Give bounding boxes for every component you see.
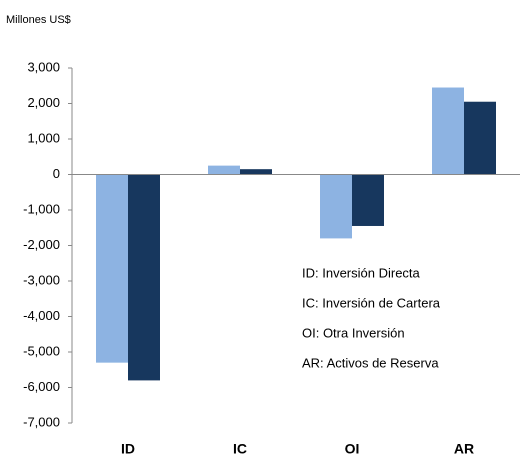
y-tick-label: -3,000 bbox=[23, 272, 60, 287]
annotation: AR: Activos de Reserva bbox=[302, 355, 439, 370]
y-tick-label: -7,000 bbox=[23, 414, 60, 429]
y-tick-label: 3,000 bbox=[27, 59, 60, 74]
bar bbox=[96, 174, 128, 363]
y-tick-label: 0 bbox=[53, 166, 60, 181]
bar bbox=[352, 174, 384, 226]
y-tick-label: -1,000 bbox=[23, 201, 60, 216]
bar bbox=[240, 169, 272, 175]
x-tick-label: IC bbox=[233, 441, 247, 457]
bar bbox=[320, 174, 352, 239]
y-tick-label: -5,000 bbox=[23, 343, 60, 358]
x-tick-label: OI bbox=[345, 441, 360, 457]
bar bbox=[208, 165, 240, 175]
y-tick-label: -6,000 bbox=[23, 379, 60, 394]
y-tick-label: -2,000 bbox=[23, 237, 60, 252]
x-tick-label: ID bbox=[121, 441, 135, 457]
annotation: IC: Inversión de Cartera bbox=[302, 295, 441, 310]
annotation: OI: Otra Inversión bbox=[302, 325, 405, 340]
chart-title: Millones US$ bbox=[6, 14, 71, 26]
bar bbox=[432, 87, 464, 175]
y-tick-label: 2,000 bbox=[27, 95, 60, 110]
x-tick-label: AR bbox=[454, 441, 474, 457]
bar bbox=[464, 101, 496, 175]
bar bbox=[128, 174, 160, 381]
y-tick-label: 1,000 bbox=[27, 130, 60, 145]
annotation: ID: Inversión Directa bbox=[302, 265, 421, 280]
y-tick-label: -4,000 bbox=[23, 308, 60, 323]
